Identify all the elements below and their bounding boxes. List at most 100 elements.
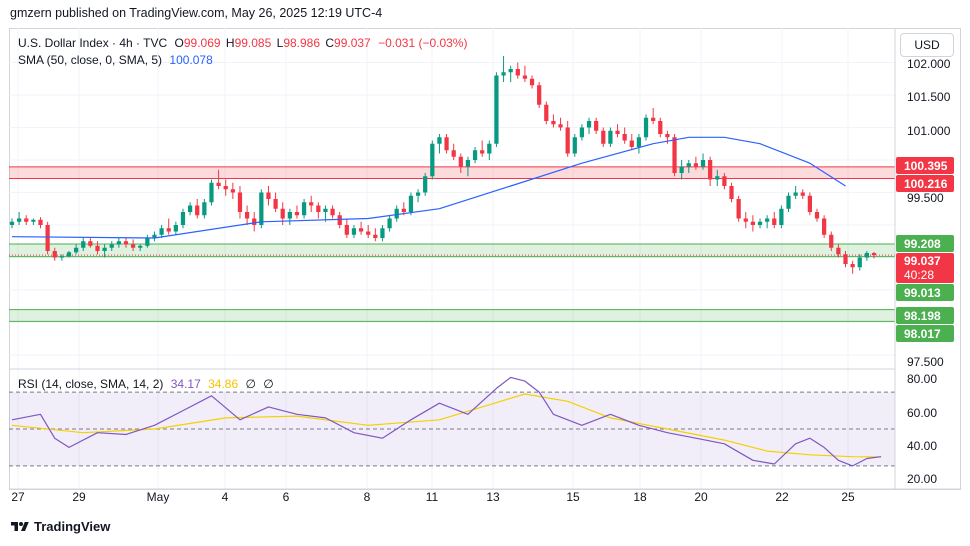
candle-body: [686, 163, 691, 167]
support-upper-tag: 99.208: [896, 235, 954, 252]
candle-body: [287, 212, 292, 219]
candle-body: [351, 228, 357, 235]
candle-body: [715, 176, 720, 180]
candle-body: [344, 225, 349, 235]
candle-body: [579, 127, 585, 138]
x-tick-label: May: [146, 490, 170, 504]
sma-line: [11, 136, 846, 239]
candle-body: [408, 195, 414, 212]
x-tick-label: 25: [841, 490, 855, 504]
rsi-ma-line: [11, 393, 882, 458]
candle-series: [9, 56, 877, 274]
tradingview-footer[interactable]: TradingView: [10, 519, 110, 534]
rsi-tick-label: 80.00: [907, 372, 938, 386]
candle-body: [572, 137, 577, 154]
currency-button[interactable]: USD: [900, 33, 954, 57]
symbol-legend[interactable]: U.S. Dollar Index · 4h · TVC O99.069 H99…: [18, 36, 467, 50]
candle-body: [772, 218, 777, 225]
candle-body: [195, 205, 200, 216]
symbol-title: U.S. Dollar Index · 4h · TVC: [18, 36, 168, 50]
candle-body: [259, 192, 264, 225]
candle-body: [615, 130, 620, 134]
candle-body: [159, 228, 164, 235]
candle-body: [665, 134, 670, 138]
candle-body: [102, 247, 107, 251]
candle-body: [52, 251, 57, 258]
candle-body: [88, 241, 93, 246]
candle-body: [636, 137, 642, 147]
change-value: −0.031 (−0.03%): [378, 36, 468, 50]
candle-body: [9, 221, 15, 225]
candle-body: [294, 212, 300, 216]
candle-body: [651, 117, 656, 121]
candle-body: [779, 208, 784, 225]
candle-body: [722, 176, 727, 186]
candle-body: [358, 228, 364, 232]
candle-body: [401, 208, 406, 212]
candle-body: [658, 121, 663, 134]
candle-body: [423, 176, 428, 193]
candle-body: [444, 137, 449, 151]
candle-body: [59, 256, 64, 258]
low-label: L: [276, 36, 284, 50]
x-tick-label: 29: [72, 490, 86, 504]
candle-body: [166, 228, 171, 232]
candle-body: [757, 221, 763, 225]
rsi-legend[interactable]: RSI (14, close, SMA, 14, 2) 34.17 34.86 …: [18, 377, 274, 391]
x-tick-label: 27: [11, 490, 25, 504]
rsi-extra-1: ∅: [245, 377, 256, 391]
sma-value: 100.078: [169, 53, 213, 67]
y-tick-label: 97.500: [907, 355, 944, 369]
candle-body: [187, 205, 193, 212]
candle-body: [501, 72, 506, 76]
rsi-extra-2: ∅: [263, 377, 274, 391]
candle-body: [451, 150, 456, 157]
candle-body: [17, 218, 22, 222]
candle-body: [380, 228, 385, 238]
y-tick-label: 101.500: [907, 90, 951, 104]
candle-body: [152, 234, 157, 238]
y-tick-label: 101.000: [907, 124, 951, 138]
rsi-value: 34.17: [170, 377, 201, 391]
rsi-label: RSI (14, close, SMA, 14, 2): [18, 377, 164, 391]
last-price-tag: 99.037 40:28: [896, 253, 954, 283]
resistance-zone-fill: [9, 166, 895, 179]
candle-body: [330, 208, 335, 216]
candle-body: [24, 218, 29, 222]
candle-body: [95, 245, 100, 251]
rsi-line: [11, 376, 882, 467]
candle-body: [871, 253, 877, 256]
horizontal-levels: [9, 166, 895, 322]
candle-body: [586, 121, 592, 128]
candle-body: [138, 245, 143, 248]
candle-body: [743, 218, 748, 222]
candle-body: [430, 143, 435, 177]
candle-body: [337, 215, 342, 225]
rsi-tick-label: 60.00: [907, 406, 938, 420]
candle-body: [480, 150, 485, 154]
candle-body: [729, 186, 734, 199]
bar-countdown: 40:28: [904, 268, 935, 282]
tradingview-brand: TradingView: [34, 519, 111, 534]
high-label: H: [225, 36, 235, 50]
candle-body: [81, 241, 86, 248]
candle-body: [394, 208, 399, 219]
candle-body: [230, 189, 235, 193]
candle-body: [679, 166, 684, 173]
candle-body: [145, 238, 150, 246]
candle-body: [601, 130, 606, 144]
candle-body: [850, 264, 855, 268]
candle-body: [750, 221, 756, 225]
sma-legend[interactable]: SMA (50, close, 0, SMA, 5) 100.078: [18, 53, 213, 67]
candle-body: [273, 199, 278, 209]
candle-body: [202, 202, 207, 216]
candle-body: [529, 78, 535, 86]
candle-body: [316, 205, 321, 212]
candle-body: [829, 234, 834, 248]
candle-body: [622, 134, 627, 141]
candle-body: [700, 160, 706, 167]
candle-body: [109, 244, 114, 248]
candle-body: [857, 257, 862, 268]
x-tick-label: 11: [425, 490, 439, 504]
